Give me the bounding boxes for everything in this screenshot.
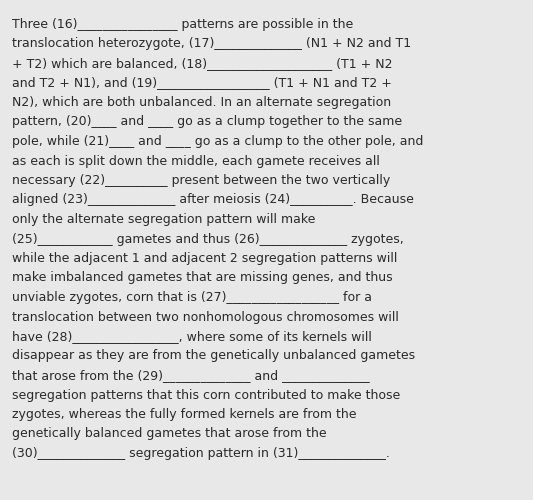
Text: necessary (22)__________ present between the two vertically: necessary (22)__________ present between…: [12, 174, 390, 187]
Text: genetically balanced gametes that arose from the: genetically balanced gametes that arose …: [12, 428, 327, 440]
Text: N2), which are both unbalanced. In an alternate segregation: N2), which are both unbalanced. In an al…: [12, 96, 391, 109]
Text: that arose from the (29)______________ and ______________: that arose from the (29)______________ a…: [12, 369, 369, 382]
Text: only the alternate segregation pattern will make: only the alternate segregation pattern w…: [12, 213, 316, 226]
Text: + T2) which are balanced, (18)____________________ (T1 + N2: + T2) which are balanced, (18)__________…: [12, 57, 392, 70]
Text: pattern, (20)____ and ____ go as a clump together to the same: pattern, (20)____ and ____ go as a clump…: [12, 116, 402, 128]
Text: (25)____________ gametes and thus (26)______________ zygotes,: (25)____________ gametes and thus (26)__…: [12, 232, 404, 245]
Text: translocation heterozygote, (17)______________ (N1 + N2 and T1: translocation heterozygote, (17)________…: [12, 38, 411, 51]
Text: translocation between two nonhomologous chromosomes will: translocation between two nonhomologous …: [12, 310, 399, 324]
Text: while the adjacent 1 and adjacent 2 segregation patterns will: while the adjacent 1 and adjacent 2 segr…: [12, 252, 398, 265]
Text: pole, while (21)____ and ____ go as a clump to the other pole, and: pole, while (21)____ and ____ go as a cl…: [12, 135, 423, 148]
Text: aligned (23)______________ after meiosis (24)__________. Because: aligned (23)______________ after meiosis…: [12, 194, 414, 206]
Text: unviable zygotes, corn that is (27)__________________ for a: unviable zygotes, corn that is (27)_____…: [12, 291, 372, 304]
Text: as each is split down the middle, each gamete receives all: as each is split down the middle, each g…: [12, 154, 380, 168]
Text: Three (16)________________ patterns are possible in the: Three (16)________________ patterns are …: [12, 18, 353, 31]
Text: disappear as they are from the genetically unbalanced gametes: disappear as they are from the genetical…: [12, 350, 415, 362]
Text: and T2 + N1), and (19)__________________ (T1 + N1 and T2 +: and T2 + N1), and (19)__________________…: [12, 76, 392, 90]
Text: segregation patterns that this corn contributed to make those: segregation patterns that this corn cont…: [12, 388, 400, 402]
Text: zygotes, whereas the fully formed kernels are from the: zygotes, whereas the fully formed kernel…: [12, 408, 357, 421]
Text: have (28)_________________, where some of its kernels will: have (28)_________________, where some o…: [12, 330, 372, 343]
Text: make imbalanced gametes that are missing genes, and thus: make imbalanced gametes that are missing…: [12, 272, 393, 284]
Text: (30)______________ segregation pattern in (31)______________.: (30)______________ segregation pattern i…: [12, 447, 390, 460]
